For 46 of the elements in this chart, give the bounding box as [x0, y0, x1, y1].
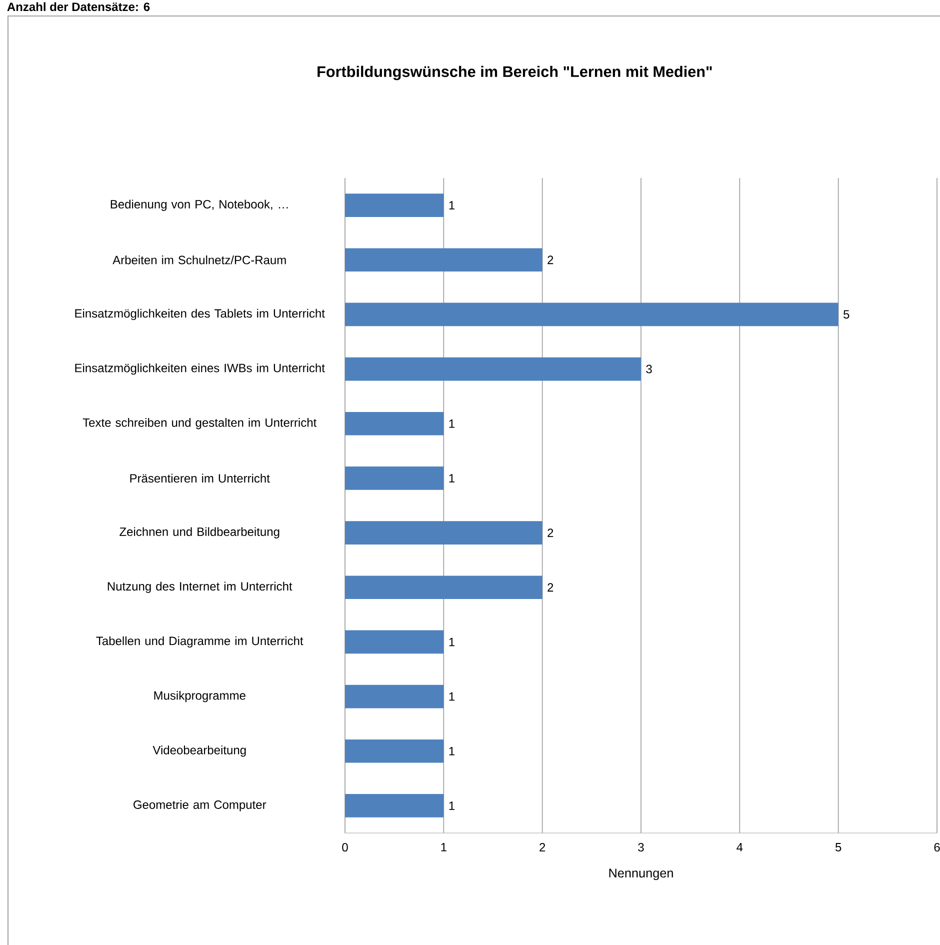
bar: [345, 194, 444, 217]
data-label: 1: [449, 746, 454, 756]
bar: [345, 248, 542, 272]
y-tick-label: Tabellen und Diagramme im Unterricht: [96, 636, 304, 648]
data-label: 1: [449, 474, 454, 482]
x-tick-label: 1: [441, 843, 446, 852]
y-tick-label: Arbeiten im Schulnetz/PC-Raum: [112, 255, 286, 264]
x-tick-label: 6: [934, 843, 940, 852]
data-label: 1: [449, 419, 454, 428]
data-label: 1: [449, 692, 454, 701]
x-axis-title: Nennungen: [609, 868, 673, 880]
data-label: 3: [646, 364, 652, 374]
y-tick-label: Texte schreiben und gestalten im Unterricht: [82, 418, 317, 430]
y-tick-label: Einsatzmöglichkeiten eines IWBs im Unterricht: [75, 363, 325, 375]
bar: [345, 630, 444, 654]
bar: [345, 357, 641, 381]
y-tick-label: Einsatzmöglichkeiten des Tablets im Unterricht: [75, 308, 325, 320]
bar: [345, 684, 444, 708]
x-tick-label: 0: [342, 843, 348, 852]
bar: [345, 412, 444, 436]
data-label: 2: [548, 256, 554, 264]
x-tick-label: 4: [736, 843, 743, 852]
data-label: 5: [844, 310, 850, 319]
data-label: 2: [548, 583, 554, 592]
bar: [345, 794, 444, 818]
data-label: 1: [449, 201, 454, 210]
data-label: 1: [449, 802, 454, 810]
data-label: 1: [449, 638, 454, 646]
y-tick-label: Präsentieren im Unterricht: [130, 474, 270, 483]
y-tick-label: Zeichnen und Bildbearbeitung: [120, 527, 280, 538]
x-tick-label: 3: [638, 843, 644, 852]
bar: [345, 521, 542, 544]
bar: [345, 739, 444, 763]
data-label: 2: [548, 528, 554, 537]
bar: [345, 466, 444, 490]
y-tick-label: Videobearbeitung: [152, 746, 246, 757]
chart-title: Fortbildungswünsche im Bereich "Lernen mit Medien": [318, 66, 712, 80]
bar: [345, 302, 838, 326]
y-tick-label: Musikprogramme: [154, 690, 246, 702]
y-tick-label: Nutzung des Internet im Unterricht: [108, 582, 292, 593]
x-tick-label: 2: [540, 843, 546, 852]
bar: [345, 576, 542, 600]
y-tick-label: Bedienung von PC, Notebook, …: [110, 200, 288, 211]
text: Anzahl der Datensätze: 6: [7, 2, 150, 12]
y-tick-label: Geometrie am Computer: [134, 800, 266, 812]
x-tick-label: 5: [835, 843, 842, 852]
